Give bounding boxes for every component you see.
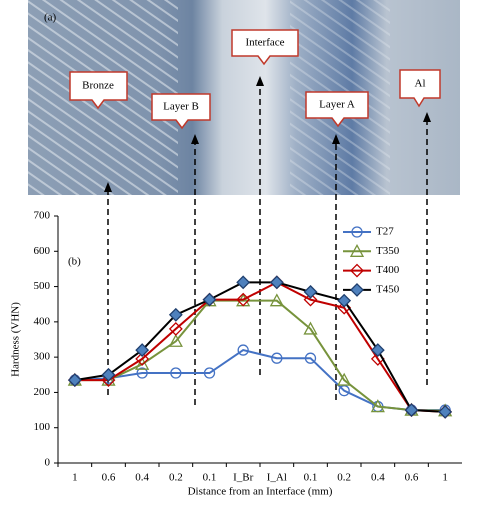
data-point bbox=[203, 367, 216, 379]
x-tick-label: 0.6 bbox=[405, 472, 419, 484]
series-line bbox=[74, 281, 446, 413]
y-axis-label: Hardness (VHN) bbox=[10, 302, 22, 377]
annotation: Layer A bbox=[319, 99, 355, 111]
series bbox=[69, 344, 451, 416]
x-axis-label: Distance from an Interface (mm) bbox=[188, 486, 333, 498]
annotation: Bronze bbox=[82, 80, 114, 92]
data-point bbox=[135, 356, 150, 370]
x-tick-label: 1 bbox=[72, 472, 78, 484]
annotation: Layer B bbox=[163, 101, 199, 113]
data-point bbox=[269, 275, 284, 290]
data-point bbox=[135, 343, 150, 358]
legend-marker bbox=[351, 226, 363, 238]
data-point bbox=[337, 293, 352, 308]
data-point bbox=[135, 351, 150, 366]
x-tick-label: 0.6 bbox=[102, 472, 116, 484]
data-point bbox=[370, 399, 385, 413]
annotation: (a) bbox=[44, 12, 57, 24]
y-tick-label: 500 bbox=[34, 280, 51, 292]
data-point bbox=[438, 404, 453, 419]
legend-label: T450 bbox=[376, 283, 400, 295]
callout-boxes bbox=[69, 29, 441, 130]
data-point bbox=[303, 292, 318, 307]
annotation: (b) bbox=[68, 256, 81, 268]
data-point bbox=[67, 373, 82, 387]
y-tick-label: 600 bbox=[34, 245, 51, 257]
y-tick-label: 700 bbox=[34, 210, 51, 222]
legend-label: T27 bbox=[376, 226, 394, 238]
data-point bbox=[370, 343, 385, 358]
annotation: Interface bbox=[245, 37, 284, 49]
x-tick-label: 0.1 bbox=[304, 472, 318, 484]
x-tick-label: 0.1 bbox=[203, 472, 217, 484]
data-point bbox=[236, 292, 251, 307]
x-tick-label: 0.2 bbox=[337, 472, 351, 484]
data-point bbox=[202, 292, 217, 307]
y-tick-label: 100 bbox=[34, 421, 51, 433]
data-point bbox=[101, 373, 116, 387]
data-point bbox=[237, 344, 249, 356]
annotation: Al bbox=[415, 78, 426, 90]
legend-marker bbox=[350, 263, 364, 278]
legend-label: T350 bbox=[376, 245, 400, 257]
x-tick-label: I_Br bbox=[233, 472, 254, 484]
y-tick-label: 300 bbox=[34, 351, 51, 363]
series bbox=[67, 275, 453, 419]
data-point bbox=[271, 352, 283, 364]
data-point bbox=[136, 367, 148, 379]
data-point bbox=[170, 367, 182, 379]
data-point bbox=[168, 333, 183, 347]
x-tick-label: 0.4 bbox=[371, 472, 385, 484]
y-tick-label: 200 bbox=[34, 386, 51, 398]
x-tick-label: 0.4 bbox=[135, 472, 149, 484]
data-point bbox=[303, 284, 318, 299]
data-point bbox=[101, 367, 116, 382]
series-line bbox=[74, 299, 446, 412]
data-point bbox=[404, 403, 419, 417]
legend-marker bbox=[349, 243, 365, 257]
data-point bbox=[337, 372, 352, 386]
legend-marker bbox=[350, 282, 364, 297]
legend-label: T400 bbox=[376, 264, 400, 276]
data-point bbox=[304, 352, 317, 364]
data-point bbox=[269, 293, 284, 307]
data-point bbox=[168, 321, 183, 336]
dashed-arrows bbox=[104, 76, 431, 405]
y-tick-label: 400 bbox=[34, 315, 51, 327]
x-tick-label: 0.2 bbox=[169, 472, 183, 484]
data-point bbox=[236, 275, 251, 290]
x-tick-label: I_Al bbox=[267, 472, 287, 484]
x-tick-label: 1 bbox=[442, 472, 448, 484]
data-point bbox=[168, 307, 183, 322]
data-point bbox=[303, 321, 318, 335]
series bbox=[67, 275, 453, 419]
series-line bbox=[74, 281, 446, 413]
y-tick-label: 0 bbox=[45, 457, 51, 469]
